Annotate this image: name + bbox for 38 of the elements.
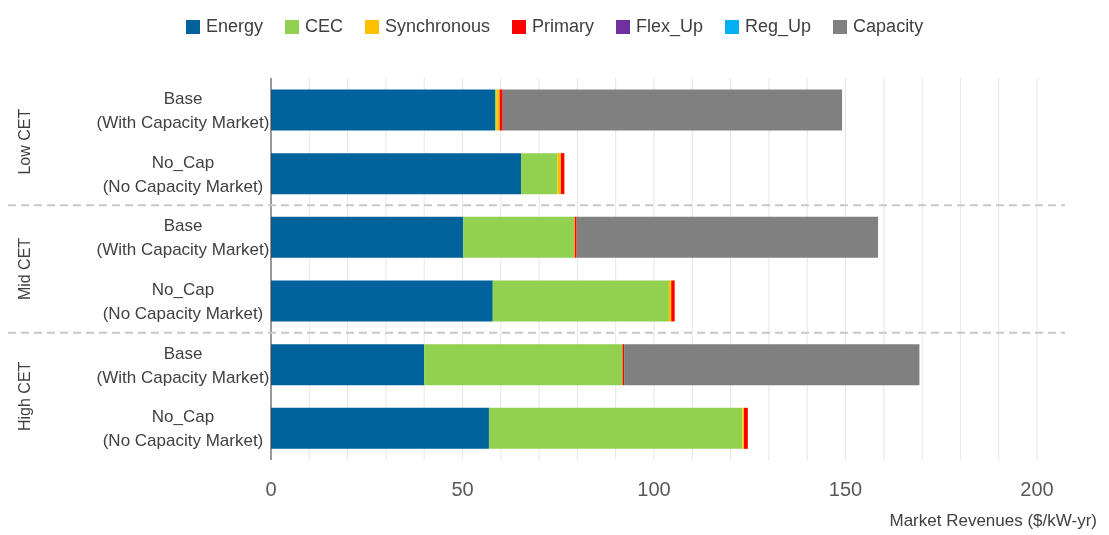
x-tick-label: 200: [1020, 478, 1054, 500]
bar: [502, 89, 843, 131]
bar: [271, 153, 522, 195]
bar: [424, 344, 623, 386]
y-tick-label: Base (With Capacity Market): [96, 343, 270, 387]
bar: [271, 344, 425, 386]
bar: [463, 216, 574, 258]
x-tick-label: 0: [265, 478, 277, 500]
text: High CET: [16, 361, 33, 432]
bar: [488, 407, 743, 449]
y-tick-label: No_Cap (No Capacity Market): [102, 407, 264, 451]
legend-label: Energy: [205, 16, 263, 37]
legend-label: Flex_Up: [636, 16, 704, 37]
x-axis-title: Market Revenues ($/kW-yr): [889, 511, 1097, 530]
legend-label: Primary: [532, 16, 595, 37]
legend-label: Synchronous: [384, 16, 491, 37]
bar: [271, 280, 493, 322]
text: Low CET: [16, 108, 33, 175]
x-tick-label: 50: [451, 478, 474, 500]
x-tick-label: 150: [828, 478, 863, 500]
x-tick-label: 100: [637, 478, 671, 500]
bar: [557, 153, 561, 195]
y-tick-label: No_Cap (No Capacity Market): [102, 279, 264, 323]
legend-label: Reg_Up: [745, 16, 812, 37]
legend-label: CEC: [304, 16, 343, 37]
bar: [624, 344, 920, 386]
bar: [744, 407, 748, 449]
bar: [521, 153, 558, 195]
text: Mid CET: [16, 237, 33, 301]
bar: [492, 280, 669, 322]
bar: [576, 216, 879, 258]
bar: [271, 89, 496, 131]
legend-label: Capacity: [853, 16, 924, 37]
bar: [271, 216, 464, 258]
y-tick-label: Base (With Capacity Market): [96, 216, 270, 260]
y-tick-label: Base (With Capacity Market): [96, 88, 270, 132]
y-tick-label: No_Cap (No Capacity Market): [102, 152, 264, 196]
bar: [271, 407, 489, 449]
